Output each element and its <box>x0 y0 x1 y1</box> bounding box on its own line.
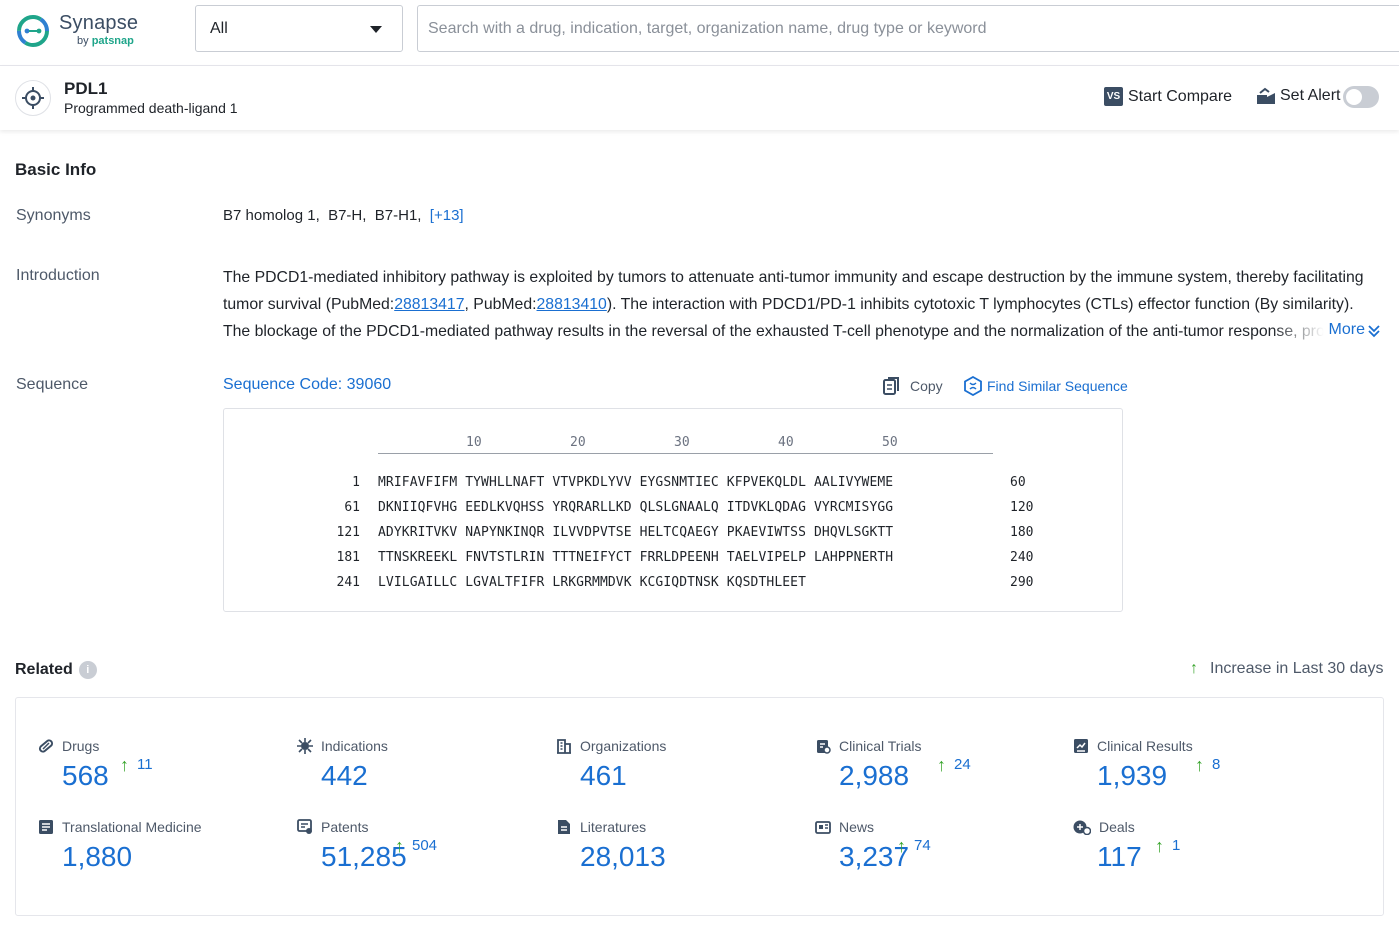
related-increase: ↑8 <box>1195 756 1220 774</box>
related-count: 568 <box>62 760 109 792</box>
find-similar-label: Find Similar Sequence <box>987 378 1128 394</box>
virus-icon <box>297 738 313 754</box>
logo-by: by patsnap <box>77 35 134 47</box>
synonyms-list: B7 homolog 1, B7-H, B7-H1, [+13] <box>223 207 464 224</box>
related-count: 1,880 <box>62 841 132 873</box>
newspaper-icon <box>815 819 831 835</box>
patent-icon <box>297 819 313 835</box>
ruler-tick: 50 <box>882 435 898 450</box>
logo-name: Synapse <box>59 12 138 35</box>
synapse-logo-icon <box>14 12 52 50</box>
synonyms-label: Synonyms <box>16 207 91 225</box>
related-stats-grid: Drugs 568 ↑11 Indications 442 Organizati… <box>15 697 1384 916</box>
ruler-tick: 40 <box>778 435 794 450</box>
related-increase: ↑74 <box>897 837 931 855</box>
double-chevron-down-icon <box>1367 324 1381 338</box>
set-alert-toggle[interactable] <box>1343 86 1379 108</box>
find-similar-sequence-button[interactable]: Find Similar Sequence <box>963 376 1128 396</box>
basic-info-title: Basic Info <box>15 160 96 180</box>
related-count: 117 <box>1097 841 1142 873</box>
related-count: 442 <box>321 760 368 792</box>
sequence-row: 61 DKNIIQFVHG EEDLKVQHSS YRQRARLLKD QLSL… <box>224 500 1124 520</box>
flask-doc-icon <box>38 819 54 835</box>
sequence-row: 121 ADYKRITVKV NAPYNKINQR ILVVDPVTSE HEL… <box>224 525 1124 545</box>
sequence-row: 241 LVILGAILLC LGVALTFIFR LRKGRMMDVK KCG… <box>224 575 1124 595</box>
related-count: 1,939 <box>1097 760 1167 792</box>
sequence-viewer: 10 20 30 40 50 1 MRIFAVFIFM TYWHLLNAFT V… <box>223 408 1123 612</box>
document-icon <box>556 819 572 835</box>
caret-down-icon <box>370 26 382 33</box>
compare-icon: VS <box>1104 87 1123 106</box>
similar-sequence-icon <box>963 376 983 396</box>
introduction-label: Introduction <box>16 267 100 285</box>
related-item-clinical-results[interactable]: Clinical Results 1,939 ↑8 <box>1073 738 1323 808</box>
synonym-item: B7 homolog 1, <box>223 207 320 224</box>
introduction-more-button[interactable]: More <box>1272 321 1387 343</box>
increase-legend-label: Increase in Last 30 days <box>1210 660 1383 678</box>
related-increase: ↑11 <box>120 756 153 774</box>
sequence-code-link[interactable]: Sequence Code: 39060 <box>223 376 391 394</box>
related-item-deals[interactable]: Deals 117 ↑1 <box>1073 819 1323 889</box>
sequence-ruler <box>378 453 993 454</box>
related-count: 28,013 <box>580 841 666 873</box>
alert-icon <box>1256 87 1276 105</box>
related-count: 461 <box>580 760 627 792</box>
building-icon <box>556 738 572 754</box>
related-count: 51,285 <box>321 841 407 873</box>
target-icon <box>15 80 51 116</box>
related-item-organizations[interactable]: Organizations 461 <box>556 738 806 808</box>
sequence-label: Sequence <box>16 376 88 394</box>
top-bar: Synapse by patsnap All <box>0 0 1399 66</box>
pubmed-link[interactable]: 28813417 <box>394 296 464 313</box>
synonym-item: B7-H, <box>328 207 366 224</box>
sequence-row: 181 TTNSKREEKL FNVTSTLRIN TTTNEIFYCT FRR… <box>224 550 1124 570</box>
copy-sequence-button[interactable]: Copy <box>882 376 943 396</box>
search-scope-select[interactable]: All <box>195 5 403 52</box>
scope-value: All <box>210 20 228 37</box>
related-item-indications[interactable]: Indications 442 <box>297 738 547 808</box>
related-increase: ↑1 <box>1155 837 1180 855</box>
pubmed-link[interactable]: 28813410 <box>537 296 607 313</box>
related-increase: ↑504 <box>395 837 437 855</box>
copy-label: Copy <box>910 378 943 394</box>
related-item-news[interactable]: News 3,237 ↑74 <box>815 819 1065 889</box>
arrow-up-icon: ↑ <box>1190 660 1198 678</box>
related-item-literatures[interactable]: Literatures 28,013 <box>556 819 806 889</box>
search-input[interactable] <box>417 5 1399 52</box>
copy-icon <box>882 376 902 396</box>
target-header: PDL1 Programmed death-ligand 1 VS Start … <box>0 66 1399 130</box>
target-full-name: Programmed death-ligand 1 <box>64 100 238 116</box>
related-item-translational-medicine[interactable]: Translational Medicine 1,880 <box>38 819 288 889</box>
set-alert-button[interactable]: Set Alert <box>1256 87 1340 105</box>
pill-icon <box>38 738 54 754</box>
set-alert-label: Set Alert <box>1280 87 1340 105</box>
related-increase: ↑24 <box>937 756 971 774</box>
related-item-patents[interactable]: Patents 51,285 ↑504 <box>297 819 547 889</box>
synonym-item: B7-H1, <box>375 207 422 224</box>
sequence-row: 1 MRIFAVFIFM TYWHLLNAFT VTVPKDLYVV EYGSN… <box>224 475 1124 495</box>
increase-legend: ↑ Increase in Last 30 days <box>1190 660 1383 678</box>
synapse-logo[interactable]: Synapse by patsnap <box>14 12 144 52</box>
related-title: Related i <box>15 661 97 679</box>
related-count: 2,988 <box>839 760 909 792</box>
chart-doc-icon <box>1073 738 1089 754</box>
start-compare-button[interactable]: VS Start Compare <box>1104 87 1232 106</box>
deal-icon <box>1073 819 1091 835</box>
target-symbol: PDL1 <box>64 79 107 99</box>
start-compare-label: Start Compare <box>1128 88 1232 106</box>
related-item-clinical-trials[interactable]: Clinical Trials 2,988 ↑24 <box>815 738 1065 808</box>
introduction-text: The PDCD1-mediated inhibitory pathway is… <box>223 264 1383 344</box>
ruler-tick: 30 <box>674 435 690 450</box>
ruler-tick: 20 <box>570 435 586 450</box>
ruler-tick: 10 <box>466 435 482 450</box>
synonyms-more-link[interactable]: [+13] <box>430 207 464 224</box>
info-icon[interactable]: i <box>79 661 97 679</box>
related-item-drugs[interactable]: Drugs 568 ↑11 <box>38 738 288 808</box>
more-label: More <box>1329 321 1365 338</box>
clipboard-icon <box>815 738 831 754</box>
